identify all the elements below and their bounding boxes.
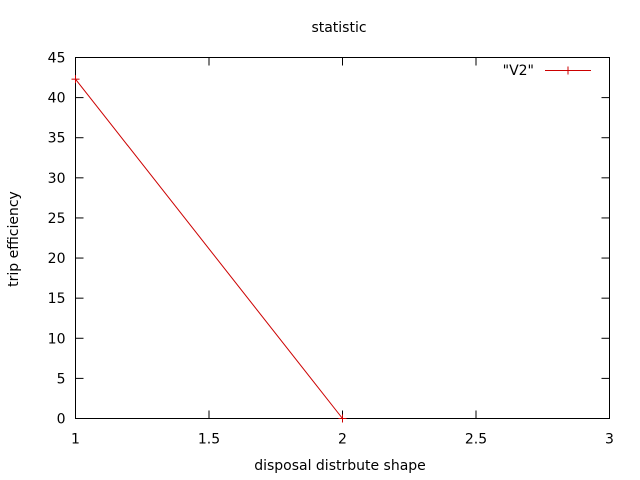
- legend-entry-label: "V2": [503, 63, 534, 79]
- y-tick-label: 25: [48, 211, 66, 227]
- plot-frame: [75, 57, 610, 419]
- y-tick-label: 35: [48, 131, 66, 147]
- data-point: [71, 75, 80, 84]
- x-tick-label: 3: [605, 432, 614, 448]
- y-ticks: 0 5 10 15 20 25 30 35 40 45: [48, 51, 610, 428]
- x-tick-label: 1.5: [198, 432, 220, 448]
- legend: "V2": [503, 63, 591, 79]
- y-tick-label: 10: [48, 331, 66, 347]
- chart-title: statistic: [311, 20, 366, 36]
- data-point: [338, 414, 347, 423]
- series-line: [75, 78, 343, 419]
- y-tick-label: 20: [48, 251, 66, 267]
- x-ticks: 1 1.5 2 2.5 3: [71, 57, 614, 448]
- legend-marker: [564, 66, 572, 75]
- series-layer: [71, 75, 347, 423]
- y-tick-label: 40: [48, 91, 66, 107]
- y-tick-label: 45: [48, 51, 66, 67]
- y-axis-label: trip efficiency: [6, 191, 22, 287]
- y-tick-label: 30: [48, 171, 66, 187]
- y-tick-label: 5: [57, 371, 66, 387]
- x-axis-label: disposal distrbute shape: [254, 458, 426, 474]
- x-tick-label: 2.5: [465, 432, 487, 448]
- y-tick-label: 0: [57, 412, 66, 428]
- x-tick-label: 1: [71, 432, 80, 448]
- y-tick-label: 15: [48, 291, 66, 307]
- x-tick-label: 2: [338, 432, 347, 448]
